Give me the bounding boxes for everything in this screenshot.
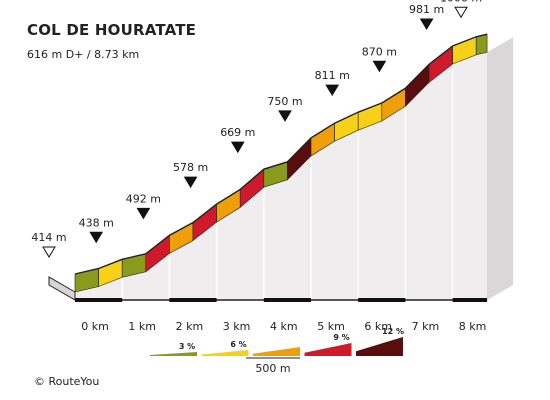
km-marker-icon — [419, 18, 434, 30]
profile-start-cap — [48, 276, 76, 301]
endpoint-marker-icon — [454, 6, 468, 19]
endpoint-marker-icon — [42, 246, 56, 258]
legend-swatch — [201, 350, 249, 356]
profile-front-face — [75, 52, 488, 300]
legend-label: 3 % — [179, 342, 195, 351]
legend-label: 9 % — [333, 333, 349, 342]
elevation-label: 811 m — [315, 69, 350, 82]
legend-swatch — [356, 337, 403, 356]
legend-swatch — [150, 352, 197, 356]
km-marker-icon — [136, 207, 151, 220]
profile-end-face — [487, 37, 514, 301]
x-tick-label: 6 km — [364, 320, 392, 333]
x-tick-label: 0 km — [81, 320, 109, 333]
elevation-label: 870 m — [362, 45, 397, 58]
legend-label: 12 % — [382, 327, 404, 336]
profile-ridge-line — [74, 33, 488, 275]
elevation-label: 981 m — [409, 3, 444, 16]
km-marker-icon — [89, 231, 104, 244]
elevation-label: 1006 m — [440, 0, 482, 4]
x-tick-label: 2 km — [176, 320, 204, 333]
legend-label: 6 % — [230, 340, 246, 349]
km-marker-icon — [325, 84, 340, 97]
gradient-segment — [475, 33, 488, 56]
elevation-label: 578 m — [173, 161, 208, 174]
x-tick-label: 8 km — [459, 320, 487, 333]
x-tick-label: 5 km — [317, 320, 345, 333]
x-tick-label: 3 km — [223, 320, 251, 333]
x-tick-label: 1 km — [128, 320, 156, 333]
chart-title: COL DE HOURATATE — [27, 21, 197, 39]
km-marker-icon — [372, 60, 387, 73]
legend-swatch — [304, 343, 352, 356]
elevation-label: 438 m — [79, 216, 114, 229]
elevation-label: 750 m — [267, 95, 302, 108]
km-marker-icon — [230, 141, 245, 154]
elevation-label: 414 m — [31, 231, 66, 244]
x-tick-label: 4 km — [270, 320, 298, 333]
scale-bar-label: 500 m — [255, 362, 290, 375]
chart-subtitle: 616 m D+ / 8.73 km — [27, 48, 140, 61]
elevation-label: 669 m — [220, 126, 255, 139]
credit-text: © RouteYou — [34, 375, 100, 388]
legend-swatch — [253, 347, 300, 356]
x-tick-label: 7 km — [412, 320, 440, 333]
km-marker-icon — [278, 110, 292, 122]
elevation-label: 492 m — [126, 192, 161, 205]
km-marker-icon — [183, 176, 198, 189]
